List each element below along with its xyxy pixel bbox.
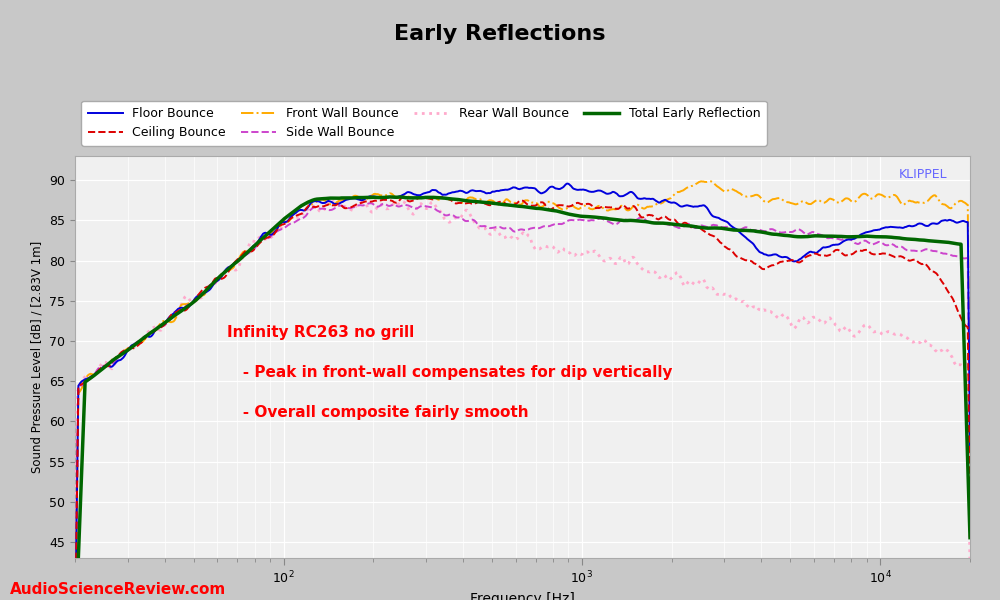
Ceiling Bounce xyxy=(964,516,976,523)
Total Early Reflection xyxy=(964,534,976,541)
Total Early Reflection xyxy=(640,218,652,225)
Line: Total Early Reflection: Total Early Reflection xyxy=(75,197,970,600)
Legend: Floor Bounce, Ceiling Bounce, Front Wall Bounce, Side Wall Bounce, Rear Wall Bou: Floor Bounce, Ceiling Bounce, Front Wall… xyxy=(81,101,767,146)
Side Wall Bounce xyxy=(590,216,602,223)
Total Early Reflection xyxy=(590,214,602,221)
Ceiling Bounce xyxy=(590,205,602,212)
Side Wall Bounce xyxy=(640,217,652,224)
Front Wall Bounce xyxy=(612,205,624,212)
Line: Side Wall Bounce: Side Wall Bounce xyxy=(75,203,970,600)
Floor Bounce xyxy=(562,180,574,187)
Floor Bounce xyxy=(613,193,625,200)
Floor Bounce xyxy=(749,242,761,250)
Front Wall Bounce xyxy=(841,195,853,202)
Side Wall Bounce xyxy=(964,470,976,478)
Total Early Reflection xyxy=(124,345,136,352)
Ceiling Bounce xyxy=(749,260,761,267)
Side Wall Bounce xyxy=(124,346,136,353)
Text: - Overall composite fairly smooth: - Overall composite fairly smooth xyxy=(227,405,529,420)
Ceiling Bounce xyxy=(841,251,853,259)
Side Wall Bounce xyxy=(365,200,377,207)
Rear Wall Bounce xyxy=(640,268,652,275)
Side Wall Bounce xyxy=(841,234,853,241)
Total Early Reflection xyxy=(749,227,761,235)
Front Wall Bounce xyxy=(749,191,761,199)
Front Wall Bounce xyxy=(964,434,976,442)
Rear Wall Bounce xyxy=(69,594,81,600)
Side Wall Bounce xyxy=(613,218,625,226)
X-axis label: Frequency [Hz]: Frequency [Hz] xyxy=(470,592,575,600)
Rear Wall Bounce xyxy=(590,248,602,256)
Line: Rear Wall Bounce: Rear Wall Bounce xyxy=(75,200,970,598)
Ceiling Bounce xyxy=(124,345,136,352)
Text: Early Reflections: Early Reflections xyxy=(394,24,606,44)
Ceiling Bounce xyxy=(640,212,652,220)
Floor Bounce xyxy=(640,195,652,202)
Text: AudioScienceReview.com: AudioScienceReview.com xyxy=(10,582,226,597)
Text: - Peak in front-wall compensates for dip vertically: - Peak in front-wall compensates for dip… xyxy=(227,365,673,380)
Floor Bounce xyxy=(841,236,853,244)
Floor Bounce xyxy=(590,188,602,195)
Front Wall Bounce xyxy=(589,205,601,212)
Line: Floor Bounce: Floor Bounce xyxy=(75,184,970,600)
Floor Bounce xyxy=(964,446,976,453)
Total Early Reflection xyxy=(841,233,853,241)
Rear Wall Bounce xyxy=(124,344,136,351)
Line: Ceiling Bounce: Ceiling Bounce xyxy=(75,197,970,600)
Rear Wall Bounce xyxy=(613,255,625,262)
Total Early Reflection xyxy=(384,193,396,200)
Rear Wall Bounce xyxy=(749,304,761,311)
Front Wall Bounce xyxy=(124,343,136,350)
Ceiling Bounce xyxy=(613,205,625,212)
Side Wall Bounce xyxy=(749,226,761,233)
Ceiling Bounce xyxy=(434,194,446,201)
Rear Wall Bounce xyxy=(964,574,976,581)
Rear Wall Bounce xyxy=(841,323,853,331)
Total Early Reflection xyxy=(613,217,625,224)
Rear Wall Bounce xyxy=(326,196,338,203)
Y-axis label: Sound Pressure Level [dB] / [2.83V 1m]: Sound Pressure Level [dB] / [2.83V 1m] xyxy=(31,241,44,473)
Front Wall Bounce xyxy=(704,178,716,185)
Line: Front Wall Bounce: Front Wall Bounce xyxy=(75,181,970,600)
Floor Bounce xyxy=(124,344,136,351)
Text: KLIPPEL: KLIPPEL xyxy=(899,168,948,181)
Text: Infinity RC263 no grill: Infinity RC263 no grill xyxy=(227,325,414,340)
Front Wall Bounce xyxy=(639,205,651,212)
